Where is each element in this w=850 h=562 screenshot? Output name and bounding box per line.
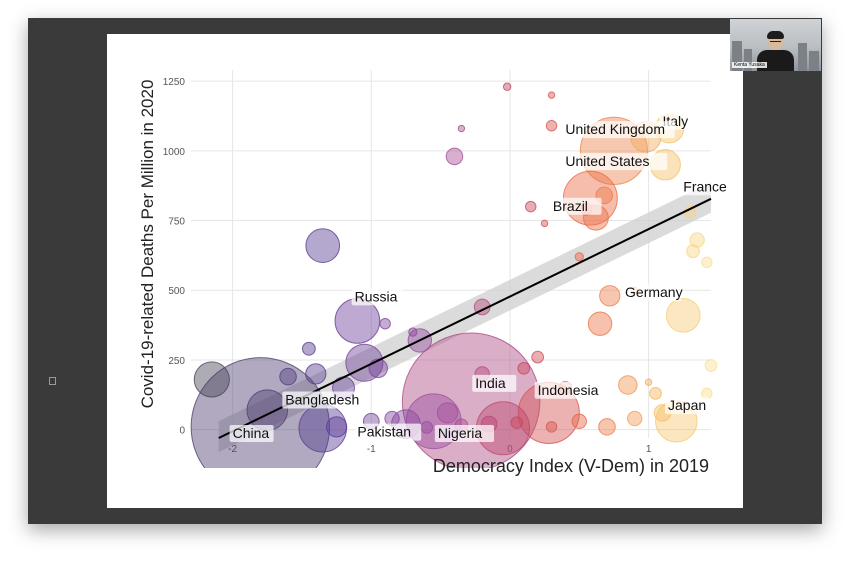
- webcam-thumbnail[interactable]: Kenta Yusaka: [730, 19, 821, 71]
- x-tick-label: -1: [367, 444, 376, 455]
- y-axis-label: Covid-19-related Deaths Per Million in 2…: [138, 80, 157, 409]
- x-axis-label: Democracy Index (V-Dem) in 2019: [433, 456, 709, 476]
- presentation-window: 0 250 500 750 1000 1250 -2 -1 0 1 China Italy Unite…: [28, 18, 822, 524]
- data-point: [368, 358, 388, 379]
- webcam-name-label: Kenta Yusaka: [732, 62, 767, 68]
- label-background: [282, 391, 365, 409]
- label-background: [354, 423, 422, 441]
- data-point: [644, 378, 653, 386]
- point-germany: [665, 297, 701, 333]
- data-point: [587, 311, 613, 336]
- label-background: [680, 178, 732, 196]
- data-point: [686, 244, 700, 259]
- x-tick-label: -2: [228, 444, 237, 455]
- data-point: [547, 91, 556, 99]
- data-point: [574, 252, 584, 262]
- data-point: [704, 359, 718, 372]
- data-point: [689, 232, 705, 248]
- data-point: [436, 402, 459, 424]
- data-point: [701, 256, 713, 269]
- data-point: [540, 219, 549, 228]
- data-point: [510, 416, 524, 430]
- label-background: [351, 288, 404, 306]
- data-point: [618, 375, 638, 395]
- data-point: [598, 418, 616, 436]
- person-hair: [767, 31, 784, 39]
- data-point: [193, 361, 230, 398]
- label-background: [472, 374, 517, 392]
- data-point: [305, 228, 341, 263]
- data-point: [408, 327, 418, 337]
- data-point: [545, 421, 558, 433]
- data-point: [445, 147, 464, 166]
- slide: 0 250 500 750 1000 1250 -2 -1 0 1 China Italy Unite…: [107, 34, 743, 508]
- x-tick-label: 1: [646, 444, 652, 455]
- y-tick-label: 1000: [163, 147, 186, 158]
- data-point: [420, 421, 434, 434]
- data-point: [649, 387, 662, 400]
- label-background: [434, 425, 495, 442]
- confidence-band: [218, 182, 711, 452]
- data-point: [305, 363, 327, 385]
- y-tick-label: 250: [168, 356, 185, 367]
- mouse-cursor: [49, 377, 56, 385]
- label-france: France: [683, 178, 727, 194]
- data-point: [525, 200, 537, 213]
- label-united-kingdom: United Kingdom: [565, 121, 665, 137]
- y-tick-label: 750: [168, 217, 185, 228]
- data-point: [517, 361, 531, 375]
- data-point: [571, 413, 587, 429]
- label-bangladesh: Bangladesh: [285, 392, 359, 408]
- data-point: [502, 82, 512, 91]
- data-point: [531, 350, 545, 364]
- label-background: [622, 284, 682, 302]
- y-tick-label: 500: [168, 286, 185, 297]
- label-pakistan: Pakistan: [357, 424, 411, 440]
- y-tick-label: 1250: [163, 77, 186, 88]
- data-point: [379, 317, 391, 330]
- label-japan: Japan: [668, 397, 706, 413]
- data-points: [190, 82, 718, 468]
- label-background: [534, 381, 610, 399]
- label-background: [229, 425, 274, 442]
- label-background: [549, 197, 602, 215]
- label-russia: Russia: [355, 288, 398, 304]
- data-point: [457, 124, 466, 133]
- data-point: [279, 367, 297, 386]
- x-tick-label: 0: [507, 444, 513, 455]
- data-point: [599, 285, 621, 307]
- label-china: China: [233, 425, 270, 441]
- data-point: [627, 410, 643, 427]
- data-point: [301, 341, 316, 356]
- label-germany: Germany: [625, 284, 683, 300]
- label-united-states: United States: [565, 153, 649, 169]
- label-background: [562, 153, 668, 171]
- label-background: [665, 397, 710, 415]
- person-glasses: [770, 41, 781, 45]
- y-tick-label: 0: [179, 426, 185, 437]
- label-nigeria: Nigeria: [438, 425, 483, 441]
- data-point: [325, 416, 348, 438]
- point-china: [190, 357, 331, 468]
- confidence-band-area: [218, 182, 711, 452]
- label-india: India: [475, 375, 506, 391]
- label-brazil: Brazil: [553, 198, 588, 214]
- data-point: [545, 120, 558, 132]
- label-background: [562, 121, 675, 139]
- label-indonesia: Indonesia: [538, 382, 599, 398]
